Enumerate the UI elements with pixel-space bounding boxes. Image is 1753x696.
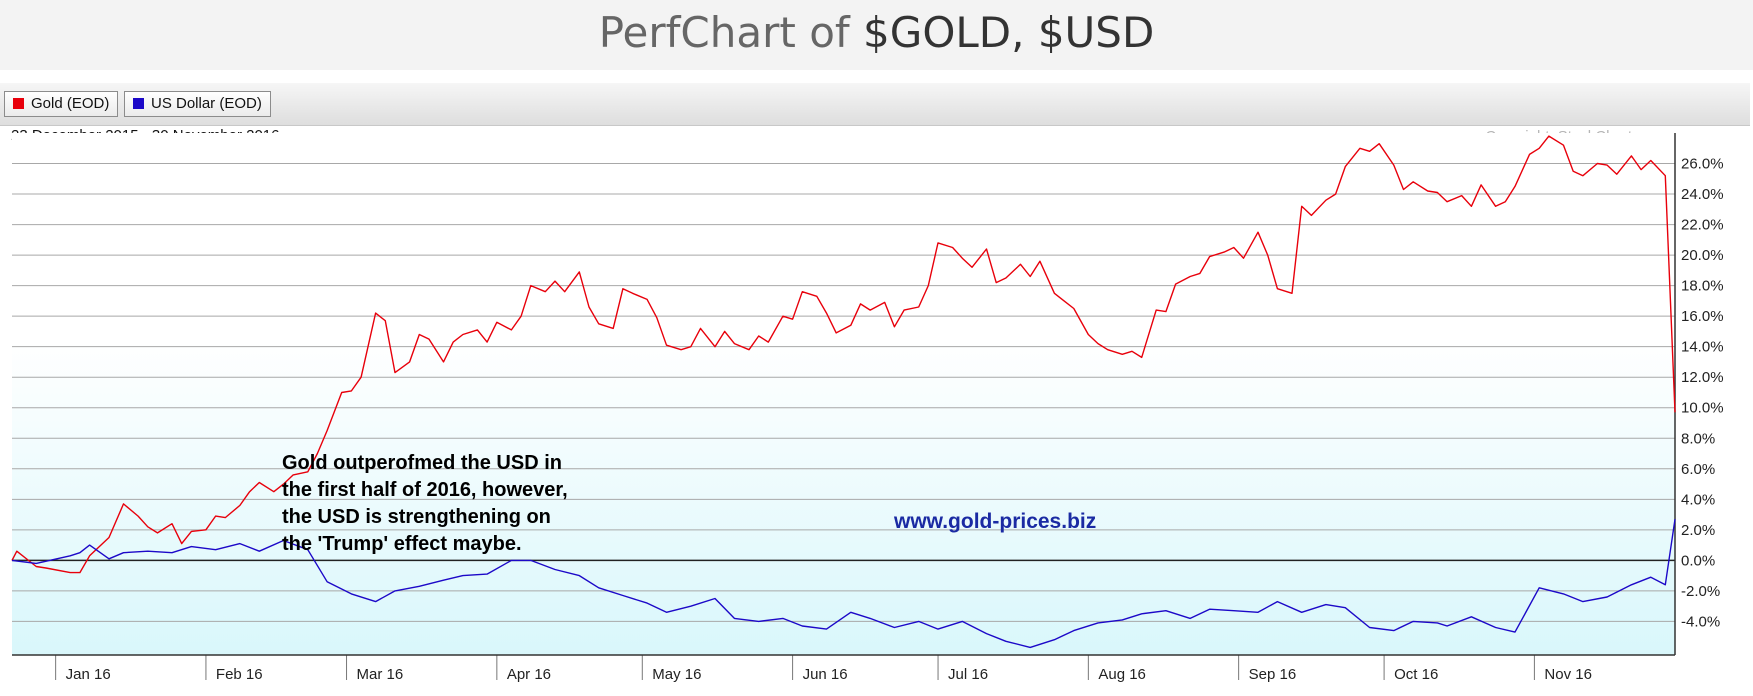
usd-swatch-icon — [133, 98, 144, 109]
page-title: PerfChart of $GOLD, $USD — [599, 8, 1155, 58]
y-tick-label: 6.0% — [1681, 461, 1715, 478]
y-tick-label: 16.0% — [1681, 308, 1724, 325]
y-tick-label: 24.0% — [1681, 186, 1724, 203]
x-tick-label: Jun 16 — [803, 666, 848, 683]
x-tick-label: Jul 16 — [948, 666, 988, 683]
x-tick-label: Feb 16 — [216, 666, 263, 683]
x-tick-label: May 16 — [652, 666, 701, 683]
y-tick-label: 12.0% — [1681, 369, 1724, 386]
x-tick-label: Jan 16 — [66, 666, 111, 683]
y-tick-label: -2.0% — [1681, 583, 1720, 600]
legend-gold-label: Gold (EOD) — [31, 95, 110, 112]
plot-area — [12, 133, 1675, 655]
gold-series-line — [11, 135, 1676, 574]
y-tick-label: 18.0% — [1681, 278, 1724, 295]
legend-usd-label: US Dollar (EOD) — [151, 95, 262, 112]
title-bar: PerfChart of $GOLD, $USD — [0, 0, 1753, 70]
x-tick-label: Sep 16 — [1249, 666, 1297, 683]
y-tick-label: -4.0% — [1681, 613, 1720, 630]
legend-gold-button[interactable]: Gold (EOD) — [4, 91, 119, 117]
title-prefix: PerfChart of — [598, 8, 850, 57]
x-tick-label: Mar 16 — [357, 666, 404, 683]
y-tick-label: 4.0% — [1681, 491, 1715, 508]
usd-series-line — [11, 519, 1676, 649]
y-tick-label: 2.0% — [1681, 522, 1715, 539]
title-symbols: $GOLD, $USD — [863, 8, 1155, 57]
legend-bar: Gold (EOD) US Dollar (EOD) — [0, 83, 1750, 126]
y-tick-label: 20.0% — [1681, 247, 1724, 264]
x-tick-label: Nov 16 — [1544, 666, 1592, 683]
y-tick-label: 8.0% — [1681, 430, 1715, 447]
gold-swatch-icon — [13, 98, 24, 109]
x-tick-label: Oct 16 — [1394, 666, 1438, 683]
y-tick-label: 10.0% — [1681, 400, 1724, 417]
watermark-link[interactable]: www.gold-prices.biz — [894, 510, 1097, 533]
annotation-text: Gold outperofmed the USD in the first ha… — [282, 452, 568, 555]
y-tick-label: 26.0% — [1681, 156, 1724, 173]
x-tick-label: Aug 16 — [1098, 666, 1146, 683]
y-tick-label: 22.0% — [1681, 217, 1724, 234]
y-tick-label: 14.0% — [1681, 339, 1724, 356]
legend-usd-button[interactable]: US Dollar (EOD) — [124, 91, 271, 117]
x-tick-label: Apr 16 — [507, 666, 551, 683]
y-tick-label: 0.0% — [1681, 552, 1715, 569]
